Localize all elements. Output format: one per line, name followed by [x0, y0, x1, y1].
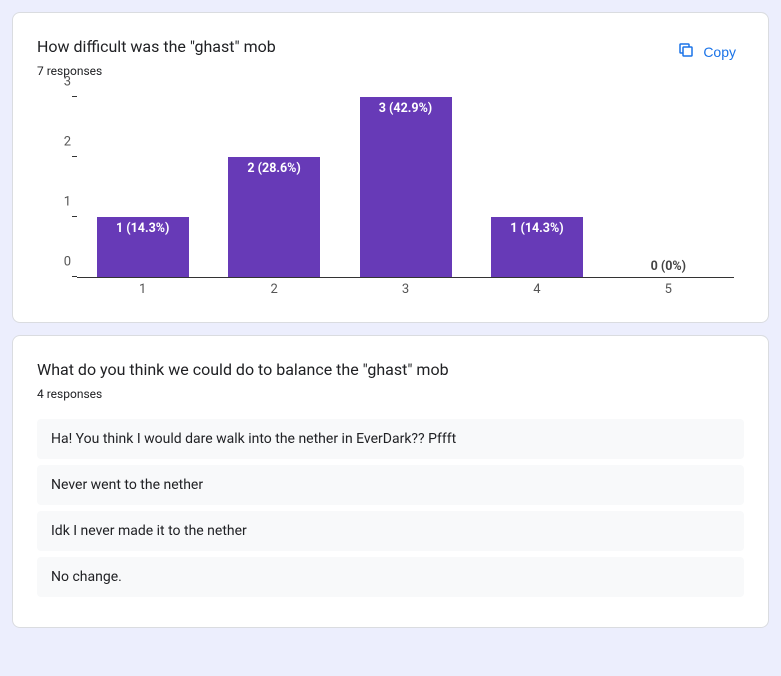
copy-button[interactable]: Copy [669, 37, 744, 66]
bar-chart: 01231 (14.3%)2 (28.6%)3 (42.9%)1 (14.3%)… [37, 98, 744, 298]
card-heading-block: How difficult was the "ghast" mob 7 resp… [37, 37, 276, 78]
text-response-item: Ha! You think I would dare walk into the… [37, 419, 744, 459]
bar-slot: 0 (0%) [603, 98, 734, 277]
bar-slot: 1 (14.3%) [471, 98, 602, 277]
bar[interactable]: 1 (14.3%) [491, 217, 583, 277]
text-question-card: What do you think we could do to balance… [12, 335, 769, 628]
card-heading-block: What do you think we could do to balance… [37, 360, 449, 401]
x-tick-label: 4 [471, 282, 602, 297]
text-response-item: Never went to the nether [37, 465, 744, 505]
text-response-item: Idk I never made it to the nether [37, 511, 744, 551]
bar-value-label: 1 (14.3%) [73, 221, 213, 236]
x-tick-label: 3 [340, 282, 471, 297]
y-tick-label: 2 [47, 135, 71, 150]
y-tick-label: 1 [47, 195, 71, 210]
text-response-item: No change. [37, 557, 744, 597]
bar[interactable]: 1 (14.3%) [97, 217, 189, 277]
bar-value-label: 2 (28.6%) [204, 161, 344, 176]
question-title: What do you think we could do to balance… [37, 360, 449, 379]
bar[interactable]: 3 (42.9%) [360, 97, 452, 277]
responses-count: 4 responses [37, 387, 449, 401]
y-tick-label: 3 [47, 75, 71, 90]
bar-slot: 3 (42.9%) [340, 98, 471, 277]
text-responses-list: Ha! You think I would dare walk into the… [37, 419, 744, 597]
copy-label: Copy [703, 44, 736, 60]
card-header: How difficult was the "ghast" mob 7 resp… [37, 37, 744, 78]
y-tick-label: 0 [47, 255, 71, 270]
bar-value-label: 3 (42.9%) [336, 101, 476, 116]
bar-slot: 1 (14.3%) [77, 98, 208, 277]
x-tick-label: 1 [77, 282, 208, 297]
card-header: What do you think we could do to balance… [37, 360, 744, 401]
bar-value-label: 0 (0%) [598, 259, 738, 274]
bar[interactable]: 2 (28.6%) [228, 157, 320, 277]
x-tick-label: 5 [603, 282, 734, 297]
question-title: How difficult was the "ghast" mob [37, 37, 276, 56]
responses-count: 7 responses [37, 64, 276, 78]
x-tick-label: 2 [208, 282, 339, 297]
bar-slot: 2 (28.6%) [208, 98, 339, 277]
copy-icon [677, 41, 695, 62]
chart-question-card: How difficult was the "ghast" mob 7 resp… [12, 12, 769, 323]
bar-value-label: 1 (14.3%) [467, 221, 607, 236]
